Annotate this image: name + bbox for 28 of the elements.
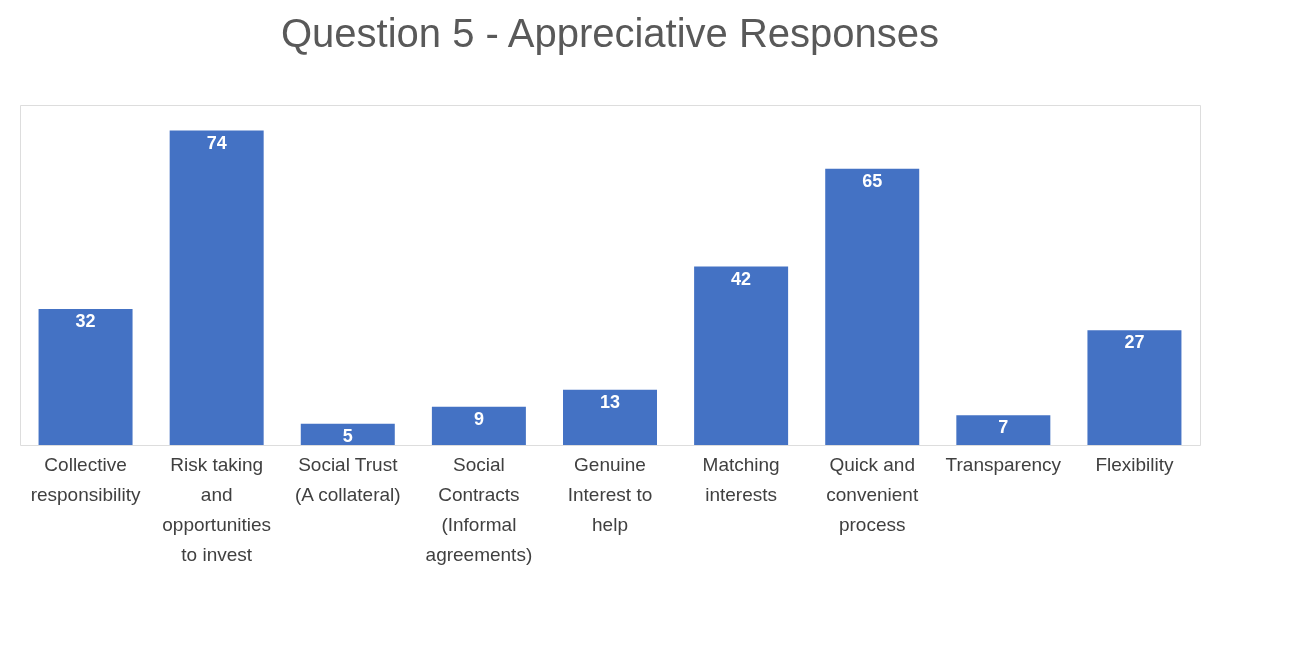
x-tick-label: Genuine Interest to help	[567, 453, 653, 535]
bar	[956, 415, 1051, 445]
x-tick-label: Risk taking and opportunities to invest	[162, 453, 272, 565]
x-tick-label: Social Contracts (Informal agreements)	[425, 453, 533, 565]
data-label: 32	[75, 311, 96, 331]
data-label: 13	[599, 391, 621, 412]
bar	[300, 423, 395, 445]
bar	[563, 389, 657, 445]
data-label: 65	[862, 170, 883, 191]
bar	[694, 266, 789, 445]
data-label: 5	[342, 425, 353, 446]
bar	[431, 406, 526, 445]
bar	[1087, 330, 1182, 445]
x-tick-label: Collective responsibility	[30, 453, 141, 505]
x-tick-label: Social Trust (A collateral)	[294, 453, 401, 505]
x-tick-label: Transparency	[945, 453, 1062, 475]
data-label: 9	[473, 408, 484, 429]
data-label: 27	[1124, 332, 1145, 353]
data-label: 74	[206, 132, 227, 153]
bar	[38, 309, 133, 445]
data-label: 42	[731, 268, 752, 289]
data-label: 7	[998, 417, 1009, 438]
x-tick-label: Flexibility	[1095, 453, 1175, 475]
x-tick-label: Matching interests	[702, 453, 780, 505]
bar	[825, 168, 920, 445]
chart-title: Question 5 - Appreciative Responses	[280, 11, 940, 55]
bar	[169, 130, 264, 445]
x-tick-label: Quick and convenient process	[826, 453, 919, 535]
